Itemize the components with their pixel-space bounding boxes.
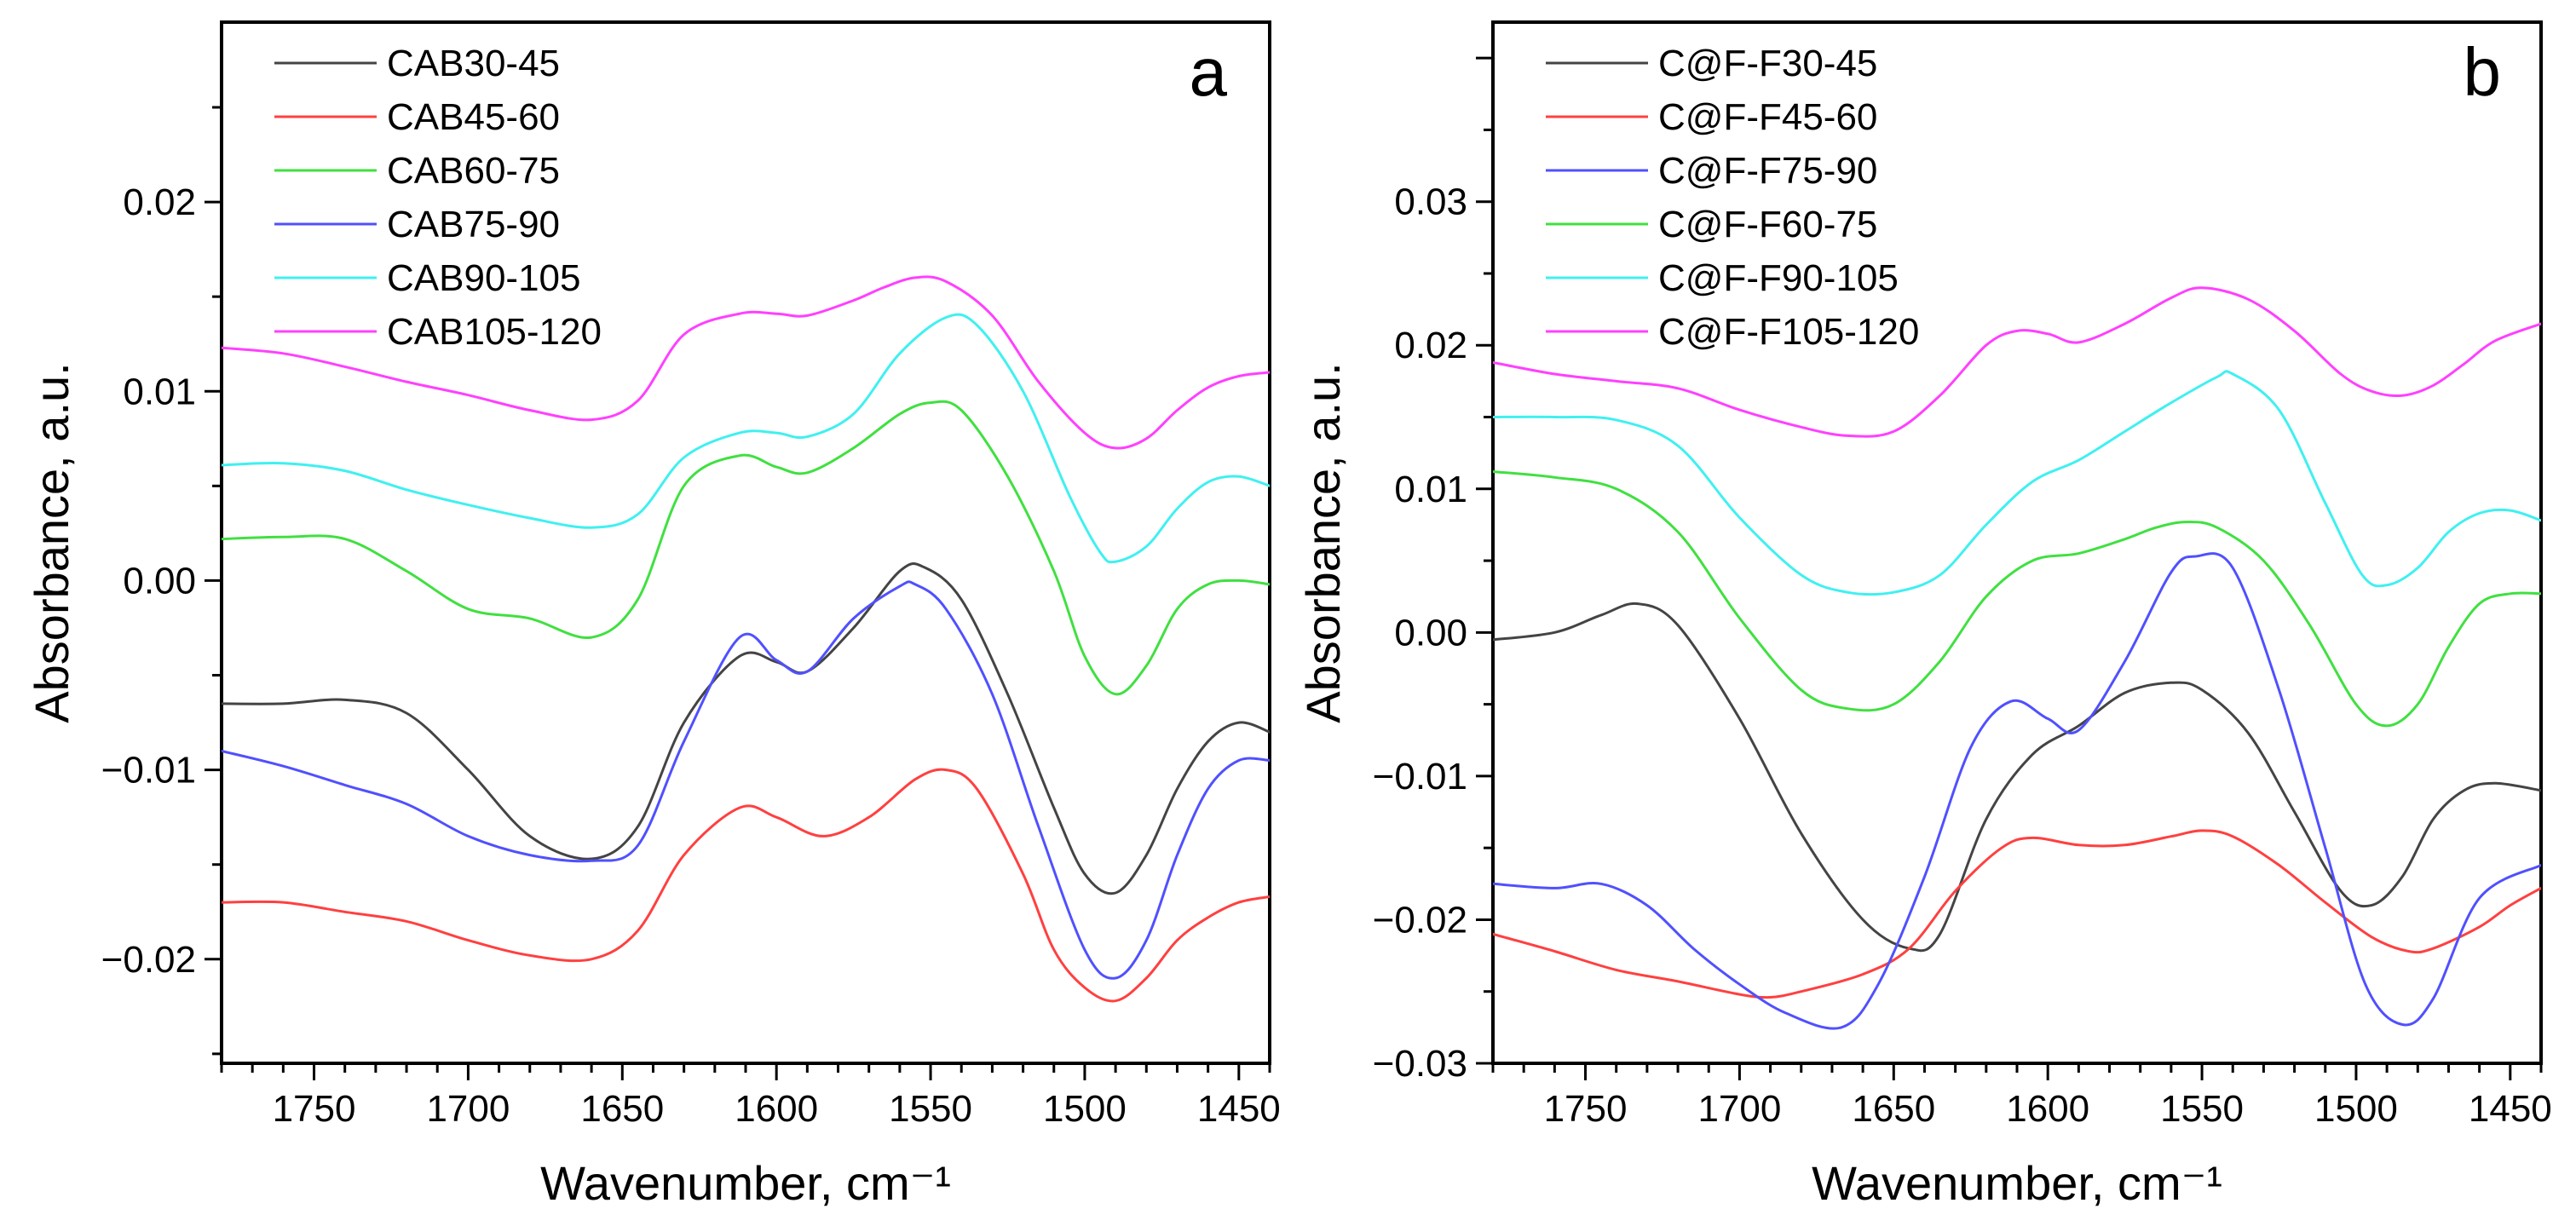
legend-label: CAB90-105	[387, 257, 580, 299]
legend-label: C@F-F75-90	[1658, 150, 1877, 192]
legend-label: CAB105-120	[387, 311, 602, 353]
y-tick-label: −0.01	[101, 750, 196, 792]
series-line-cab45-60	[222, 768, 1270, 1003]
series-lines-a	[222, 275, 1270, 1003]
y-axis-title-a: Absorbance, a.u.	[25, 362, 78, 723]
x-tick-label: 1550	[2160, 1088, 2244, 1130]
axis-ticks-b	[1476, 56, 2543, 1080]
x-tick-label: 1700	[426, 1088, 510, 1130]
legend-label: CAB60-75	[387, 150, 560, 192]
y-tick-label: 0.03	[1394, 181, 1467, 223]
series-line-cab90-105	[222, 313, 1270, 564]
legend-label: C@F-F105-120	[1658, 311, 1919, 353]
series-line-c-f-f90-105	[1493, 370, 2541, 596]
x-tick-label: 1600	[2006, 1088, 2089, 1130]
legend-label: CAB75-90	[387, 204, 560, 245]
x-tick-label: 1650	[580, 1088, 664, 1130]
tick-labels-b: 1750 1700 1650 1600 1550 1500 1450 0.03 0.02 0.01…	[1373, 181, 2552, 1130]
x-axis-title-b: Wavenumber, cm⁻¹	[1812, 1156, 2222, 1210]
y-tick-label: 0.01	[1394, 469, 1467, 510]
x-tick-label: 1450	[2469, 1088, 2552, 1130]
x-tick-label: 1550	[889, 1088, 972, 1130]
panel-letter-a: a	[1190, 34, 1228, 110]
tick-labels-a: 1750 1700 1650 1600 1550 1500 1450 0.02 0.01 0.00…	[101, 181, 1281, 1130]
legend-b: C@F-F30-45 C@F-F45-60 C@F-F75-90 C@F-F60-75…	[1546, 43, 1919, 353]
legend-a: CAB30-45 CAB45-60 CAB60-75 CAB75-90 CAB90-10…	[274, 43, 602, 353]
series-line-c-f-f30-45	[1493, 602, 2541, 953]
y-tick-label: 0.00	[123, 560, 196, 602]
series-line-cab105-120	[222, 275, 1270, 450]
series-line-cab60-75	[222, 400, 1270, 696]
series-line-c-f-f75-90	[1493, 552, 2541, 1030]
legend-label: CAB45-60	[387, 96, 560, 138]
y-tick-label: −0.02	[1373, 899, 1467, 941]
panel-a: 1750 1700 1650 1600 1550 1500 1450 0.02 0.01 0.00…	[25, 20, 1281, 1210]
y-tick-label: 0.00	[1394, 612, 1467, 653]
x-tick-label: 1700	[1697, 1088, 1781, 1130]
series-line-cab30-45	[222, 562, 1270, 895]
series-lines-b	[1493, 286, 2541, 1030]
legend-label: C@F-F30-45	[1658, 43, 1877, 84]
x-tick-label: 1500	[2314, 1088, 2398, 1130]
x-tick-label: 1600	[735, 1088, 818, 1130]
y-tick-label: −0.03	[1373, 1043, 1467, 1085]
x-tick-label: 1500	[1043, 1088, 1127, 1130]
legend-label: C@F-F90-105	[1658, 257, 1899, 299]
axis-ticks-a	[205, 106, 1271, 1080]
x-tick-label: 1450	[1197, 1088, 1281, 1130]
series-line-c-f-f60-75	[1493, 470, 2541, 728]
series-line-cab75-90	[222, 580, 1270, 980]
series-line-c-f-f45-60	[1493, 829, 2541, 999]
x-tick-label: 1750	[1544, 1088, 1628, 1130]
y-tick-label: 0.02	[1394, 325, 1467, 366]
legend-label: C@F-F45-60	[1658, 96, 1877, 138]
legend-label: C@F-F60-75	[1658, 204, 1877, 245]
legend-label: CAB30-45	[387, 43, 560, 84]
plot-frame-a	[220, 20, 1271, 1065]
panel-letter-b: b	[2464, 34, 2502, 110]
y-tick-label: 0.02	[123, 181, 196, 223]
y-tick-label: −0.02	[101, 939, 196, 981]
y-tick-label: −0.01	[1373, 756, 1467, 797]
x-axis-title-a: Wavenumber, cm⁻¹	[540, 1156, 951, 1210]
x-tick-label: 1750	[273, 1088, 356, 1130]
y-tick-label: 0.01	[123, 371, 196, 412]
series-line-c-f-f105-120	[1493, 286, 2541, 438]
x-tick-label: 1650	[1852, 1088, 1935, 1130]
panel-b: 1750 1700 1650 1600 1550 1500 1450 0.03 0.02 0.01…	[1296, 20, 2552, 1210]
y-axis-title-b: Absorbance, a.u.	[1296, 362, 1350, 723]
